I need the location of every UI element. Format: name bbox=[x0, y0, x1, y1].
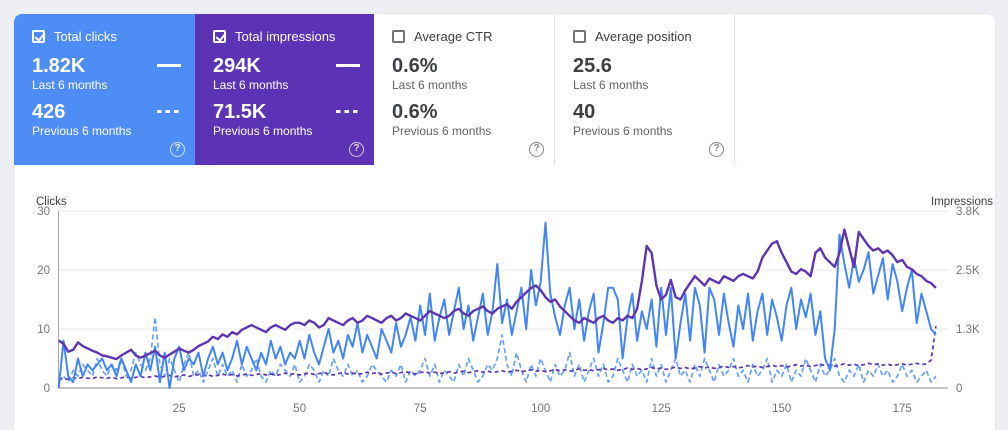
right-axis-tick: 2.5K bbox=[956, 265, 980, 277]
total-impressions-checkbox[interactable] bbox=[213, 30, 226, 43]
right-axis-tick: 1.3K bbox=[956, 324, 980, 336]
metric-period: Previous 6 months bbox=[573, 124, 673, 138]
solid-line-icon bbox=[157, 64, 181, 67]
metric-value: 294K bbox=[213, 55, 261, 77]
average-position-checkbox[interactable] bbox=[573, 30, 586, 43]
average-ctr-checkbox[interactable] bbox=[392, 30, 405, 43]
x-axis-tick: 50 bbox=[293, 403, 306, 415]
series-impressions-last bbox=[58, 228, 937, 361]
metric-card-average-position[interactable]: Average position 25.6 Last 6 months 40 P… bbox=[555, 14, 735, 165]
help-icon[interactable]: ? bbox=[529, 142, 544, 157]
right-axis-tick: 0 bbox=[956, 383, 962, 395]
series-impressions-prev bbox=[58, 325, 937, 380]
left-axis-tick: 30 bbox=[37, 206, 50, 218]
card-label: Average position bbox=[595, 29, 692, 44]
metric-value: 426 bbox=[32, 101, 66, 123]
performance-panel: Total clicks 1.82K Last 6 months 426 Pre… bbox=[14, 14, 995, 430]
x-axis-tick: 25 bbox=[173, 403, 186, 415]
dashed-line-icon bbox=[157, 110, 181, 113]
dashed-line-icon bbox=[336, 110, 360, 113]
metric-value: 71.5K bbox=[213, 101, 267, 123]
x-axis-tick: 150 bbox=[772, 403, 791, 415]
metric-period: Previous 6 months bbox=[32, 124, 132, 138]
x-axis-tick: 175 bbox=[893, 403, 912, 415]
metric-period: Previous 6 months bbox=[392, 124, 492, 138]
metric-period: Last 6 months bbox=[392, 78, 468, 92]
metric-card-average-ctr[interactable]: Average CTR 0.6% Last 6 months 0.6% Prev… bbox=[374, 14, 555, 165]
series-clicks-last bbox=[57, 221, 937, 389]
series-clicks-prev bbox=[58, 316, 937, 383]
metric-cards-row: Total clicks 1.82K Last 6 months 426 Pre… bbox=[14, 14, 737, 165]
metric-value: 1.82K bbox=[32, 55, 86, 77]
metric-value: 0.6% bbox=[392, 101, 438, 123]
metric-card-total-impressions[interactable]: Total impressions 294K Last 6 months 71.… bbox=[195, 14, 374, 165]
help-icon[interactable]: ? bbox=[170, 142, 185, 157]
metric-value: 0.6% bbox=[392, 55, 438, 77]
right-axis-title: Impressions bbox=[931, 196, 993, 208]
help-icon[interactable]: ? bbox=[349, 142, 364, 157]
total-clicks-checkbox[interactable] bbox=[32, 30, 45, 43]
metric-period: Last 6 months bbox=[32, 78, 108, 92]
card-label: Average CTR bbox=[414, 29, 493, 44]
x-axis-tick: 125 bbox=[652, 403, 671, 415]
metric-period: Last 6 months bbox=[213, 78, 289, 92]
x-axis-tick: 75 bbox=[414, 403, 427, 415]
metric-value: 25.6 bbox=[573, 55, 612, 77]
x-axis-tick: 100 bbox=[531, 403, 550, 415]
left-axis-tick: 0 bbox=[44, 383, 50, 395]
metric-period: Previous 6 months bbox=[213, 124, 313, 138]
metric-card-total-clicks[interactable]: Total clicks 1.82K Last 6 months 426 Pre… bbox=[14, 14, 195, 165]
metric-period: Last 6 months bbox=[573, 78, 649, 92]
solid-line-icon bbox=[336, 64, 360, 67]
metric-value: 40 bbox=[573, 101, 596, 123]
left-axis-tick: 10 bbox=[37, 324, 50, 336]
right-axis-tick: 3.8K bbox=[956, 206, 980, 218]
card-label: Total impressions bbox=[235, 29, 336, 44]
card-label: Total clicks bbox=[54, 29, 117, 44]
left-axis-tick: 20 bbox=[37, 265, 50, 277]
help-icon[interactable]: ? bbox=[709, 142, 724, 157]
left-axis-title: Clicks bbox=[36, 196, 67, 208]
